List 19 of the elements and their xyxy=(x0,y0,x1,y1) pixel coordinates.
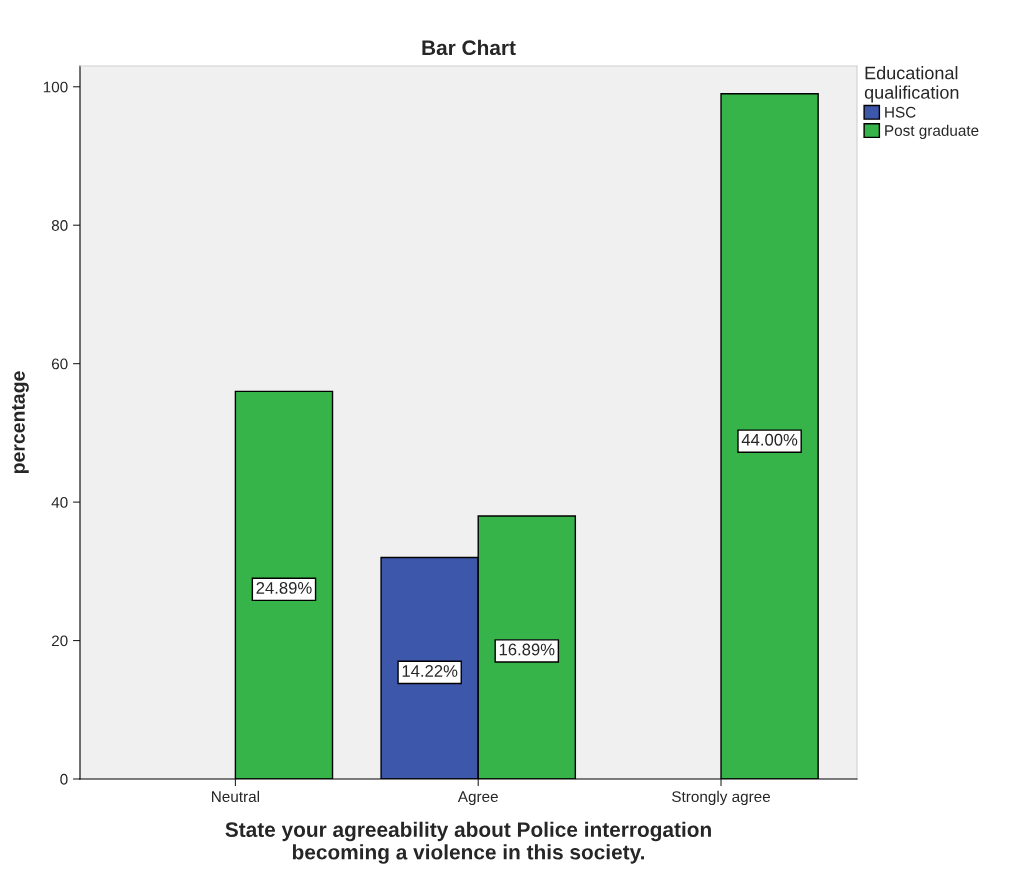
y-axis-title: percentage xyxy=(12,371,29,474)
legend-title: Educational qualification xyxy=(864,66,959,103)
y-tick-label: 80 xyxy=(51,220,68,231)
y-tick-label: 60 xyxy=(51,358,68,370)
legend-label: HSC xyxy=(885,106,916,118)
x-tick-label: Neutral xyxy=(212,790,260,803)
y-tick-label: 20 xyxy=(51,635,68,647)
annotation: 14.22% xyxy=(402,665,458,677)
y-tick-label: 0 xyxy=(60,773,68,785)
x-tick-label: Agree xyxy=(457,791,498,806)
chart-title: Bar Chart xyxy=(422,39,516,56)
annotation: 44.00% xyxy=(741,433,798,446)
y-tick-label: 40 xyxy=(51,496,68,508)
annotation: 24.89% xyxy=(256,582,312,594)
legend-label: Post graduate xyxy=(885,124,979,139)
annotation: 16.89% xyxy=(499,643,555,656)
x-tick-label: Strongly agree xyxy=(672,790,771,806)
x-axis-title: State your agreeability about Police interrogation becoming a violence in this society. xyxy=(225,821,711,864)
y-tick-label: 100 xyxy=(43,81,68,93)
